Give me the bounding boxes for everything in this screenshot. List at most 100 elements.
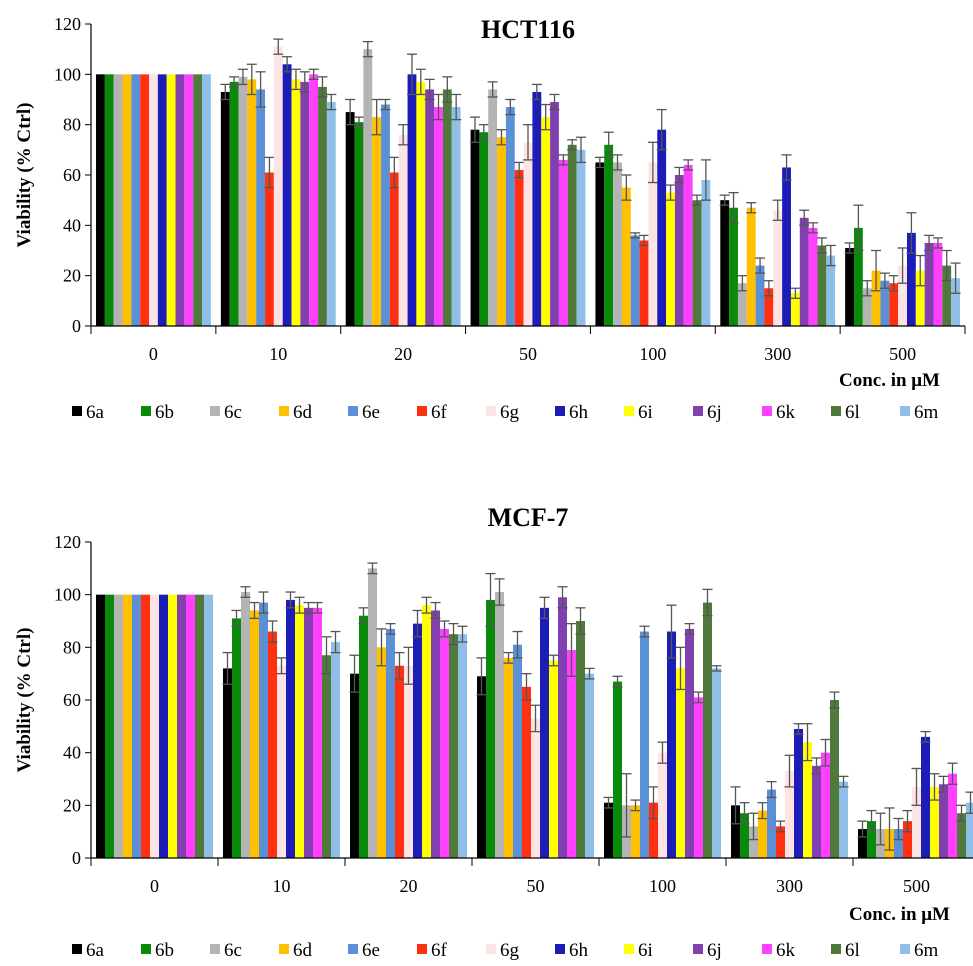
bar-6i-100	[666, 192, 675, 326]
bar-6a-300	[720, 200, 730, 326]
bar-6d-10	[250, 610, 259, 858]
bar-6k-300	[821, 752, 830, 858]
bar-6k-10	[309, 74, 319, 326]
bar-6f-100	[639, 240, 649, 326]
error-bar-6e-20	[385, 622, 396, 635]
legend-swatch	[72, 944, 82, 954]
error-bar-6i-500	[929, 773, 940, 801]
legend-item-6h: 6h	[555, 402, 589, 423]
bar-6h-100	[667, 631, 676, 858]
error-bar-6f-50	[521, 673, 532, 701]
error-bar-6b-50	[485, 572, 496, 627]
bar-6j-500	[939, 784, 948, 858]
error-bar-6e-300	[755, 257, 766, 274]
bar-6f-500	[903, 821, 912, 858]
error-bar-6e-100	[630, 232, 641, 239]
legend-label: 6h	[569, 402, 589, 423]
bar-6j-100	[685, 628, 694, 858]
error-bar-6a-500	[857, 820, 868, 838]
x-tick-label: 100	[639, 344, 666, 364]
error-bar-6c-300	[748, 812, 759, 841]
error-bar-6h-20	[406, 53, 417, 96]
bar-6l-100	[703, 602, 712, 858]
bar-6a-0	[96, 594, 105, 858]
bar-6i-300	[790, 293, 800, 326]
error-bar-6a-300	[730, 786, 741, 825]
error-bar-6k-500	[932, 237, 943, 249]
y-axis-label: Viability (% Ctrl)	[14, 628, 35, 773]
legend-item-6m: 6m	[900, 940, 939, 961]
error-bar-6a-300	[719, 194, 730, 206]
error-bar-6e-20	[380, 98, 391, 111]
bar-6b-100	[613, 681, 622, 858]
bar-6b-20	[354, 122, 364, 327]
error-bar-6c-500	[862, 280, 873, 297]
legend-label: 6g	[500, 940, 520, 961]
y-tick-label: 100	[54, 64, 81, 84]
bar-6m-500	[966, 802, 973, 858]
error-bar-6f-300	[775, 820, 786, 833]
error-bar-6e-50	[505, 98, 516, 116]
legend-label: 6a	[86, 940, 105, 961]
legend-item-6j: 6j	[693, 402, 722, 423]
bar-6b-0	[105, 594, 114, 858]
error-bar-6c-300	[737, 275, 748, 292]
error-bar-6h-50	[539, 596, 550, 620]
legend-label: 6b	[155, 940, 174, 961]
bar-6m-300	[839, 781, 848, 858]
error-bar-6j-100	[684, 622, 695, 635]
bar-6k-10	[313, 607, 322, 858]
error-bar-6h-10	[282, 56, 293, 73]
bar-6i-100	[676, 668, 685, 858]
bar-6b-500	[867, 821, 876, 858]
error-bar-6d-20	[376, 628, 387, 667]
bar-6f-10	[265, 172, 274, 326]
bar-6j-0	[175, 74, 185, 326]
bar-6a-0	[96, 74, 105, 326]
legend-swatch	[210, 406, 220, 416]
bar-6g-300	[773, 210, 783, 326]
legend-swatch	[279, 944, 289, 954]
error-bar-6k-10	[312, 601, 323, 614]
bar-6f-500	[889, 283, 899, 326]
bar-6d-100	[621, 187, 631, 326]
error-bar-6f-20	[389, 156, 400, 189]
error-bar-6m-500	[965, 791, 973, 814]
bar-6c-50	[488, 89, 498, 326]
bar-6l-0	[193, 74, 203, 326]
bar-6i-50	[549, 660, 558, 858]
error-bar-6l-50	[575, 607, 586, 635]
error-bar-6i-10	[294, 596, 305, 614]
x-tick-label: 100	[649, 876, 676, 896]
error-bar-6b-20	[353, 116, 364, 128]
bar-6d-20	[377, 647, 386, 858]
error-bar-6e-100	[639, 625, 650, 638]
error-bar-6h-100	[666, 604, 677, 659]
error-bar-6b-50	[478, 124, 489, 141]
bar-6i-20	[422, 605, 431, 858]
bar-6m-20	[458, 634, 467, 858]
error-bar-6j-100	[674, 166, 685, 184]
x-tick-label: 10	[273, 876, 291, 896]
bar-6j-10	[300, 81, 310, 326]
error-bar-6j-10	[299, 71, 310, 93]
bar-6h-20	[407, 74, 417, 326]
legend-item-6h: 6h	[555, 940, 589, 961]
legend-item-6g: 6g	[486, 940, 520, 961]
chart-panel-1: HCT116 Viability (% Ctrl) 0 20 40 60 80 100 120 0…	[14, 14, 966, 423]
bar-6a-100	[604, 802, 613, 858]
error-bar-6e-10	[258, 591, 269, 614]
bar-6d-50	[504, 657, 513, 858]
y-axis-label: Viability (% Ctrl)	[14, 103, 35, 248]
bar-6j-20	[425, 89, 435, 326]
legend-label: 6j	[707, 402, 722, 423]
error-bar-6j-50	[549, 93, 560, 111]
error-bar-6f-500	[888, 275, 899, 292]
legend-item-6m: 6m	[900, 402, 939, 423]
bar-6i-10	[295, 605, 304, 858]
bar-6i-50	[541, 117, 551, 326]
error-bar-6a-500	[844, 242, 855, 254]
legend-item-6b: 6b	[141, 940, 174, 961]
legend-item-6e: 6e	[348, 402, 380, 423]
bar-6m-0	[204, 594, 213, 858]
